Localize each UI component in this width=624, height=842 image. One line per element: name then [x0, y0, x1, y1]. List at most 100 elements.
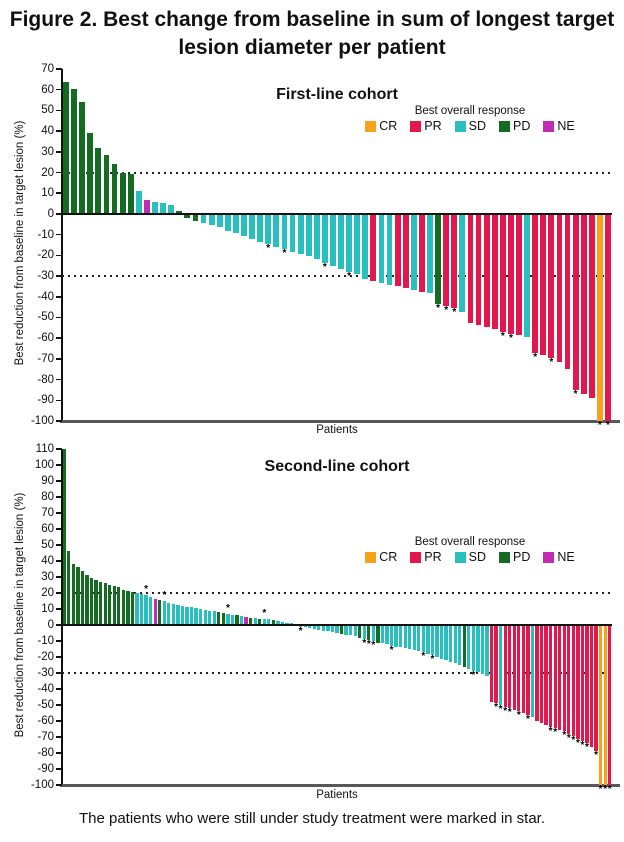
y-tick	[56, 296, 62, 298]
y-tick-label: 100	[34, 459, 54, 471]
y-tick-label: 0	[47, 207, 54, 220]
first-line-cohort-title: First-line cohort	[276, 86, 398, 103]
y-tick-label: 60	[41, 83, 54, 96]
on-treatment-star: *	[562, 730, 567, 742]
bar-pd	[121, 589, 125, 625]
y-tick	[56, 688, 62, 690]
y-tick	[56, 704, 62, 706]
y-tick-label: 70	[41, 507, 54, 519]
bar-pr	[419, 213, 425, 292]
bar-sd	[344, 625, 348, 635]
bar-sd	[203, 609, 207, 625]
bar-sd	[297, 213, 304, 255]
legend-swatch-cr	[365, 551, 377, 563]
y-tick	[56, 640, 62, 642]
bar-pd	[462, 625, 466, 668]
bar-sd	[303, 625, 307, 628]
bar-pd	[103, 583, 107, 625]
bar-pd	[85, 575, 89, 625]
on-treatment-star: *	[436, 303, 441, 314]
bar-pr	[467, 213, 474, 323]
legend-label: PD	[513, 119, 531, 133]
bar-pd	[376, 625, 380, 643]
on-treatment-star: *	[607, 784, 612, 795]
y-tick-label: -40	[37, 290, 54, 303]
y-tick	[56, 88, 62, 91]
legend-item-pd: PD	[499, 119, 530, 133]
bar-sd	[435, 625, 439, 657]
bar-pd	[235, 615, 239, 625]
on-treatment-star: *	[362, 637, 367, 649]
bar-pr	[605, 213, 611, 421]
y-tick	[56, 109, 62, 112]
bar-sd	[480, 625, 485, 674]
bar-sd	[378, 213, 385, 284]
bar-sd	[285, 622, 289, 625]
bar-pd	[126, 591, 130, 625]
on-treatment-star: *	[498, 704, 503, 715]
y-tick-label: 10	[41, 187, 54, 200]
legend-title: Best overall response	[414, 105, 526, 117]
second-line-waterfall-plot: Best reduction from baseline in target l…	[14, 443, 620, 795]
bar-sd	[410, 213, 417, 290]
bar-sd	[346, 213, 353, 272]
bar-pr	[521, 625, 525, 713]
on-treatment-star: *	[585, 742, 589, 754]
bar-sd	[149, 597, 153, 625]
y-tick	[56, 358, 62, 360]
bar-sd	[281, 213, 288, 250]
y-tick	[56, 254, 62, 257]
y-tick	[56, 420, 62, 422]
x-axis-line	[60, 784, 620, 787]
bar-sd	[426, 625, 430, 654]
y-tick-label: 70	[41, 63, 54, 75]
bar-pd	[184, 213, 191, 219]
bar-pd	[71, 88, 78, 214]
bar-pr	[475, 213, 482, 325]
bar-pr	[548, 213, 555, 358]
bar-pd	[111, 164, 118, 214]
legend-label: PD	[513, 550, 531, 564]
y-tick-label: -90	[37, 763, 54, 775]
bar-pd	[63, 82, 69, 214]
on-treatment-star: *	[507, 707, 512, 719]
legend-item-cr: CR	[365, 550, 397, 564]
bar-pd	[158, 600, 162, 625]
bar-sd	[499, 625, 503, 705]
star-footnote: The patients who were still under study …	[78, 810, 546, 827]
on-treatment-star: *	[371, 640, 376, 651]
legend-item-sd: SD	[454, 550, 486, 564]
on-treatment-star: *	[144, 584, 149, 596]
on-treatment-star: *	[282, 248, 287, 260]
bar-sd	[530, 625, 535, 717]
reference-line-20	[62, 592, 612, 594]
y-tick-label: 40	[41, 555, 54, 567]
bar-pr	[517, 625, 521, 712]
bar-sd	[371, 625, 375, 641]
y-tick-label: -10	[37, 228, 54, 241]
bar-pd	[176, 210, 183, 214]
y-axis-line	[61, 449, 63, 785]
bar-sd	[408, 625, 412, 649]
y-tick	[56, 512, 62, 514]
y-tick-label: 20	[41, 587, 54, 599]
y-tick	[56, 480, 62, 482]
legend-item-ne: NE	[543, 119, 575, 133]
bar-sd	[139, 593, 144, 625]
legend-item-pr: PR	[410, 119, 442, 133]
bar-pr	[508, 625, 512, 709]
bar-sd	[389, 625, 394, 646]
on-treatment-star: *	[298, 625, 303, 637]
y-tick-label: -90	[37, 394, 54, 407]
bar-pd	[221, 613, 225, 625]
bar-pr	[394, 213, 401, 287]
y-tick-label: -70	[37, 352, 54, 365]
legend-label: NE	[557, 550, 575, 564]
legend-items: CR PR SD PD NE	[345, 550, 595, 564]
legend-item-pr: PR	[410, 550, 442, 564]
bar-pr	[594, 625, 598, 752]
bar-sd	[354, 213, 361, 274]
y-tick-label: 80	[41, 491, 54, 503]
bar-pd	[71, 564, 75, 625]
on-treatment-star: *	[262, 607, 267, 619]
